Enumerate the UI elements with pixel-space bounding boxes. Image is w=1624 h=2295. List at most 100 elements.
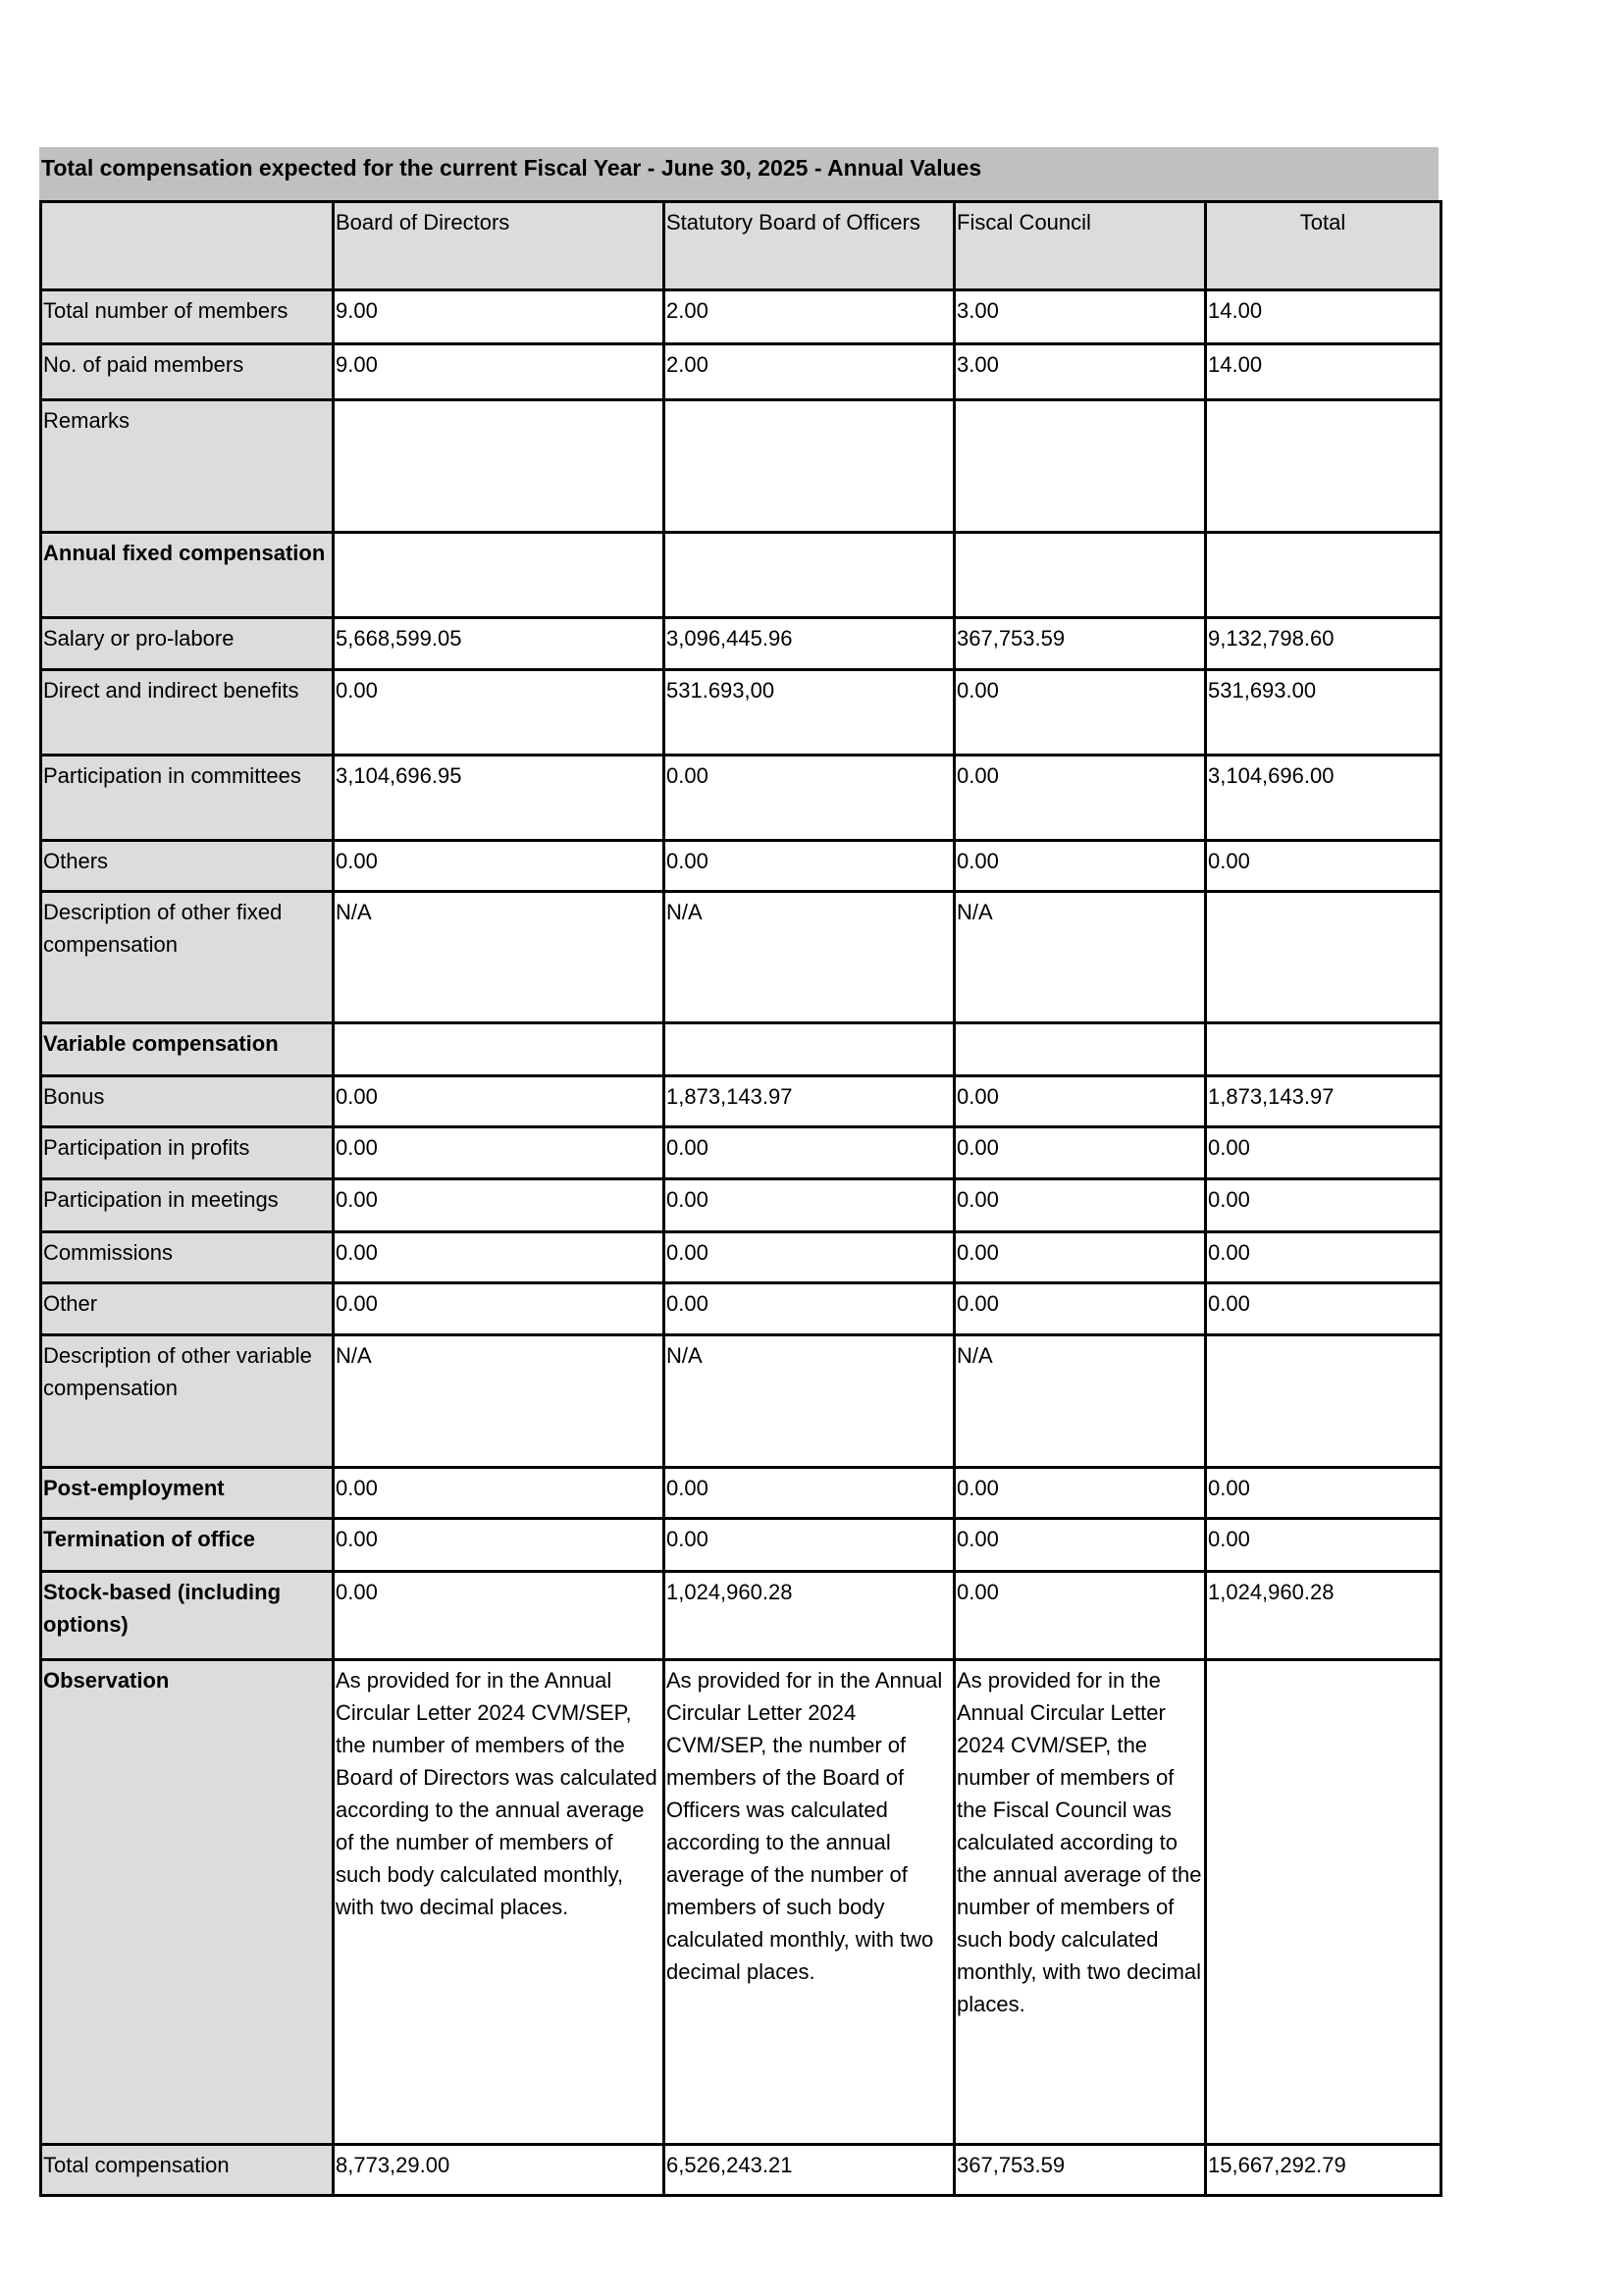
table-cell: 0.00 [662, 754, 956, 842]
row-label: Post-employment [39, 1466, 335, 1520]
table-cell: 1,024,960.28 [1204, 1570, 1442, 1661]
table-cell [1204, 398, 1442, 534]
table-cell: 15,667,292.79 [1204, 2143, 1442, 2197]
row-label: Annual fixed compensation [39, 531, 335, 619]
table-cell: 0.00 [332, 1177, 665, 1233]
table-cell [662, 531, 956, 619]
table-cell: 0.00 [953, 1074, 1207, 1128]
row-label: Total number of members [39, 288, 335, 345]
row-label: Termination of office [39, 1517, 335, 1573]
table-cell [332, 1021, 665, 1077]
table-cell: 0.00 [332, 1570, 665, 1661]
table-cell: 0.00 [1204, 1230, 1442, 1284]
table-cell: 0.00 [662, 1177, 956, 1233]
table-cell: N/A [953, 1333, 1207, 1469]
table-cell: 3.00 [953, 288, 1207, 345]
table-row: Commissions 0.00 0.00 0.00 0.00 [39, 1230, 1442, 1284]
table-cell: 0.00 [332, 1466, 665, 1520]
table-row: Annual fixed compensation [39, 531, 1442, 619]
table-cell [1204, 890, 1442, 1024]
table-row: Observation As provided for in the Annual… [39, 1658, 1442, 2146]
table-row: Others 0.00 0.00 0.00 0.00 [39, 839, 1442, 893]
table-cell: 14.00 [1204, 342, 1442, 401]
row-label: Stock-based (including options) [39, 1570, 335, 1661]
table-cell: 531,693.00 [1204, 668, 1442, 756]
table-cell [1204, 1021, 1442, 1077]
column-header: Fiscal Council [953, 200, 1207, 291]
compensation-table: Board of Directors Statutory Board of Off… [39, 200, 1442, 2197]
table-cell: As provided for in the Annual Circular L… [332, 1658, 665, 2146]
table-cell: 0.00 [332, 1281, 665, 1336]
table-row: Total number of members 9.00 2.00 3.00 14.00 [39, 288, 1442, 345]
table-cell: 1,024,960.28 [662, 1570, 956, 1661]
table-cell [662, 1021, 956, 1077]
table-cell [953, 398, 1207, 534]
table-cell: 0.00 [332, 839, 665, 893]
row-label: Description of other variable compensati… [39, 1333, 335, 1469]
table-cell: 0.00 [1204, 1125, 1442, 1180]
table-cell: 367,753.59 [953, 2143, 1207, 2197]
table-cell: 0.00 [1204, 1177, 1442, 1233]
table-row: Variable compensation [39, 1021, 1442, 1077]
table-cell: 1,873,143.97 [662, 1074, 956, 1128]
table-cell: 0.00 [953, 1466, 1207, 1520]
table-row: Termination of office 0.00 0.00 0.00 0.00 [39, 1517, 1442, 1573]
table-cell: 0.00 [662, 1466, 956, 1520]
table-cell: 3.00 [953, 342, 1207, 401]
table-cell: 0.00 [662, 1125, 956, 1180]
table-cell: 0.00 [953, 1230, 1207, 1284]
row-label: Participation in profits [39, 1125, 335, 1180]
table-cell: 8,773,29.00 [332, 2143, 665, 2197]
column-header [39, 200, 335, 291]
table-cell: As provided for in the Annual Circular L… [662, 1658, 956, 2146]
header-row: Board of Directors Statutory Board of Off… [39, 200, 1442, 291]
table-row: Total compensation 8,773,29.00 6,526,243.2… [39, 2143, 1442, 2197]
table-cell: 0.00 [953, 754, 1207, 842]
table-cell: 0.00 [662, 839, 956, 893]
table-cell: 0.00 [332, 1230, 665, 1284]
table-cell: 0.00 [1204, 1466, 1442, 1520]
row-label: Observation [39, 1658, 335, 2146]
table-cell: 14.00 [1204, 288, 1442, 345]
table-cell: 5,668,599.05 [332, 616, 665, 671]
table-cell [332, 398, 665, 534]
table-cell [332, 531, 665, 619]
row-label: Bonus [39, 1074, 335, 1128]
table-cell: 0.00 [332, 1074, 665, 1128]
table-cell: N/A [332, 890, 665, 1024]
table-cell: 0.00 [1204, 1281, 1442, 1336]
row-label: Direct and indirect benefits [39, 668, 335, 756]
table-row: No. of paid members 9.00 2.00 3.00 14.00 [39, 342, 1442, 401]
table-cell: 9.00 [332, 288, 665, 345]
column-header: Total [1204, 200, 1442, 291]
row-label: Total compensation [39, 2143, 335, 2197]
row-label: Remarks [39, 398, 335, 534]
table-cell: 0.00 [332, 1125, 665, 1180]
table-row: Participation in meetings 0.00 0.00 0.00 0.0… [39, 1177, 1442, 1233]
row-label: Others [39, 839, 335, 893]
row-label: Participation in committees [39, 754, 335, 842]
table-cell [662, 398, 956, 534]
table-cell: 0.00 [1204, 839, 1442, 893]
table-row: Participation in committees 3,104,696.95 0… [39, 754, 1442, 842]
table-cell [953, 531, 1207, 619]
table-cell: 0.00 [662, 1230, 956, 1284]
table-cell: N/A [953, 890, 1207, 1024]
table-cell: 9,132,798.60 [1204, 616, 1442, 671]
table-cell: 0.00 [953, 1177, 1207, 1233]
table-cell: As provided for in the Annual Circular L… [953, 1658, 1207, 2146]
row-label: No. of paid members [39, 342, 335, 401]
table-cell: 0.00 [953, 1125, 1207, 1180]
table-cell: 0.00 [662, 1281, 956, 1336]
table-cell: 1,873,143.97 [1204, 1074, 1442, 1128]
table-cell [953, 1021, 1207, 1077]
row-label: Other [39, 1281, 335, 1336]
table-cell: N/A [662, 1333, 956, 1469]
table-row: Other 0.00 0.00 0.00 0.00 [39, 1281, 1442, 1336]
table-row: Salary or pro-labore 5,668,599.05 3,096,44… [39, 616, 1442, 671]
row-label: Salary or pro-labore [39, 616, 335, 671]
table-cell: 0.00 [332, 1517, 665, 1573]
table-cell: N/A [332, 1333, 665, 1469]
table-cell [1204, 531, 1442, 619]
column-header: Board of Directors [332, 200, 665, 291]
